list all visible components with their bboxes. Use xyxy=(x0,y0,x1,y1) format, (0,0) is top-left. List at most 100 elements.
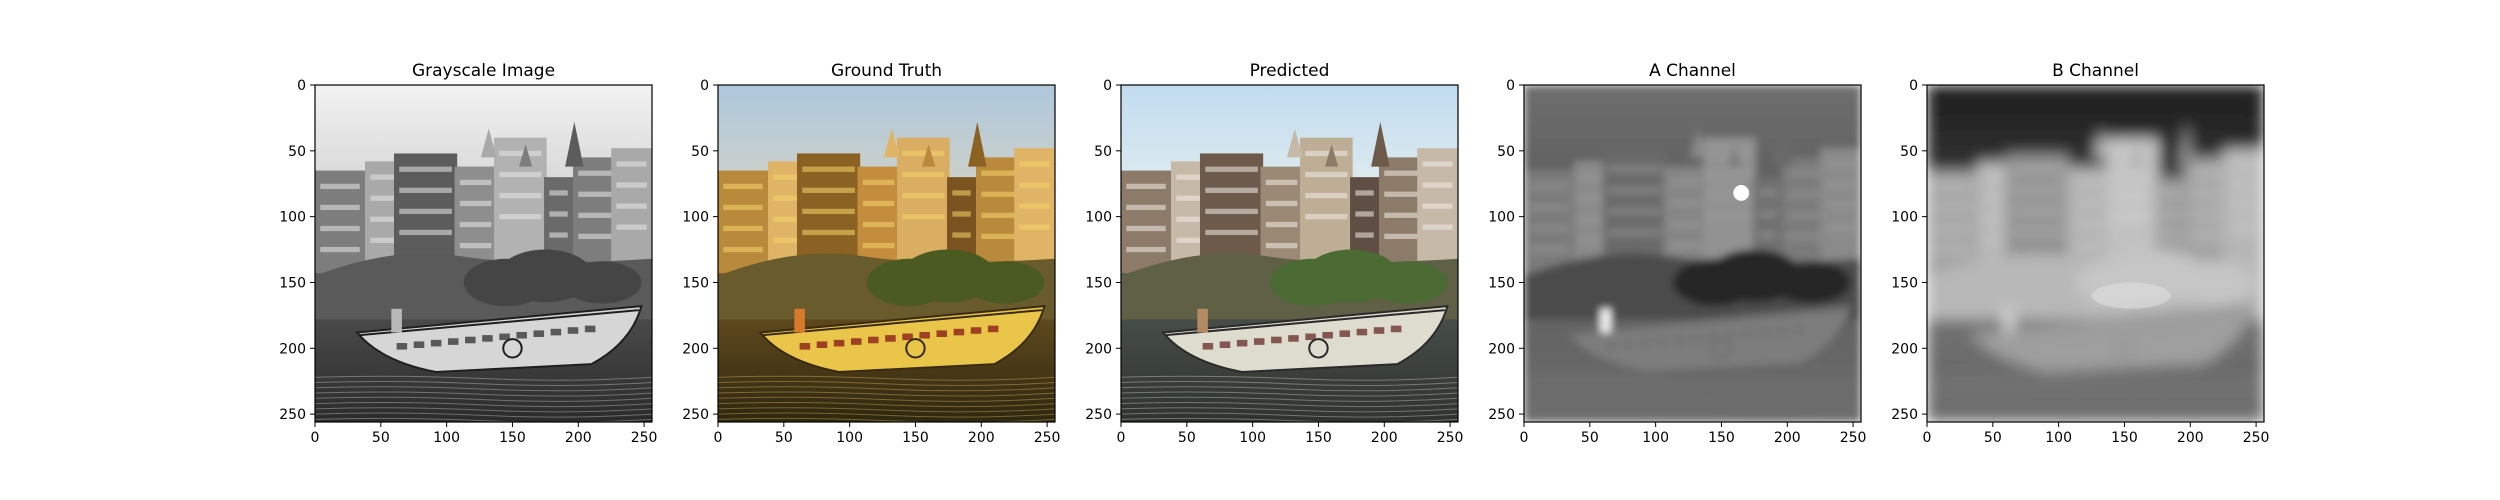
water-ripple xyxy=(1121,391,1458,397)
boat-painted-mark xyxy=(447,338,459,345)
building-window-row xyxy=(902,214,945,220)
boat-painted-mark xyxy=(833,339,845,347)
y-tick-label: 250 xyxy=(279,407,306,423)
boat-painted-mark xyxy=(499,333,510,341)
boat-painted-mark xyxy=(516,331,527,339)
y-tick-label: 100 xyxy=(1488,210,1515,226)
boat-painted-mark xyxy=(533,330,545,337)
building-window-row xyxy=(773,216,803,222)
building-window-row xyxy=(578,212,614,218)
axes-frame xyxy=(717,84,1056,423)
x-tick-label: 200 xyxy=(1774,430,1801,446)
bright-spot xyxy=(1733,185,1750,201)
panel-grayscale: Grayscale Image 0 50 100 150 200 250 0 50 100 150 2… xyxy=(279,61,657,446)
building-window-row xyxy=(549,190,568,196)
building-window-row xyxy=(1825,182,1856,188)
building-window-row xyxy=(1579,174,1609,180)
boat-painted-mark xyxy=(2077,336,2088,344)
building-window-row xyxy=(1176,237,1206,243)
building-window-row xyxy=(1384,233,1420,240)
water-ripple xyxy=(1927,391,2264,397)
boat-painted-mark xyxy=(2094,335,2105,342)
building-window-row xyxy=(1529,204,1569,211)
building-window-row xyxy=(320,183,360,189)
panel-title: Ground Truth xyxy=(831,61,942,81)
building-window-row xyxy=(1758,190,1777,196)
boat-painted-mark xyxy=(465,336,476,344)
x-tick-label: 50 xyxy=(1984,430,2002,446)
water-ripple xyxy=(718,402,1055,408)
water-ripple xyxy=(718,386,1055,392)
building-window-row xyxy=(1176,174,1206,180)
boat-painted-mark xyxy=(868,336,879,344)
building-window-row xyxy=(459,242,492,249)
building-window-row xyxy=(1982,237,2012,243)
water-ripple xyxy=(1524,412,1861,418)
building-window-row xyxy=(399,229,452,236)
boat-painted-mark xyxy=(1622,341,1634,349)
panel-image xyxy=(718,85,1055,422)
building-window-row xyxy=(578,170,614,176)
building-window-row xyxy=(459,179,492,186)
building xyxy=(2223,148,2264,272)
temple-spire xyxy=(968,121,987,167)
panel-title: Predicted xyxy=(1250,61,1330,81)
y-tick-label: 150 xyxy=(682,275,709,291)
boat-painted-mark xyxy=(567,327,579,334)
panel-image xyxy=(1927,85,2264,422)
building-window-row xyxy=(616,224,647,230)
x-tick-label: 100 xyxy=(1642,430,1669,446)
water-ripple xyxy=(718,412,1055,418)
building-window-row xyxy=(1982,174,2012,180)
x-tick-label: 250 xyxy=(1437,430,1464,446)
building-window-row xyxy=(320,246,360,253)
boat-painted-mark xyxy=(2111,333,2122,341)
water-ripple xyxy=(1927,396,2264,402)
tree-foliage xyxy=(562,261,642,304)
boat-painted-mark xyxy=(1776,327,1788,334)
building-window-row xyxy=(1205,229,1258,236)
water-ripple xyxy=(1927,402,2264,408)
y-tick-label: 0 xyxy=(700,78,709,94)
water-ripple xyxy=(1927,380,2264,387)
building-window-row xyxy=(370,237,400,243)
boat-painted-mark xyxy=(396,343,408,350)
building-window-row xyxy=(1355,211,1374,217)
y-tick-label: 100 xyxy=(1891,210,1918,226)
water-ripple xyxy=(315,396,652,402)
building-window-row xyxy=(2161,211,2180,217)
x-tick-label: 100 xyxy=(836,430,863,446)
building xyxy=(1820,148,1861,272)
building-window-row xyxy=(1529,246,1569,253)
building-window-row xyxy=(902,171,945,178)
building-window-row xyxy=(459,200,492,207)
building-window-row xyxy=(952,232,971,238)
boat-painted-mark xyxy=(1339,330,1351,337)
water-ripple xyxy=(1121,386,1458,392)
panel-title: B Channel xyxy=(2052,61,2139,81)
temple-spire xyxy=(2131,144,2145,167)
building-window-row xyxy=(862,179,895,186)
building-window-row xyxy=(1668,200,1701,207)
building-window-row xyxy=(499,150,542,157)
building-window-row xyxy=(2228,203,2259,209)
y-tick-label: 200 xyxy=(1891,341,1918,357)
boat-painted-mark xyxy=(584,325,596,333)
building-window-row xyxy=(616,203,647,209)
y-tick-label: 50 xyxy=(691,144,709,160)
building-window-row xyxy=(2111,192,2154,199)
temple-spire xyxy=(480,128,497,158)
building-window-row xyxy=(1668,221,1701,228)
building-window-row xyxy=(723,183,763,189)
y-tick-label: 200 xyxy=(1085,341,1112,357)
panel-predicted: Predicted 0 50 100 150 200 250 0 50 100 150 200 250 xyxy=(1085,61,1463,446)
x-tick-label: 250 xyxy=(1034,430,1061,446)
building-window-row xyxy=(1982,195,2012,201)
boat-painted-mark xyxy=(2196,325,2208,333)
building-window-row xyxy=(399,208,452,215)
water-ripple xyxy=(718,380,1055,387)
water-ripple xyxy=(1524,375,1861,381)
x-tick-label: 0 xyxy=(1520,430,1529,446)
y-tick-label: 250 xyxy=(682,407,709,423)
